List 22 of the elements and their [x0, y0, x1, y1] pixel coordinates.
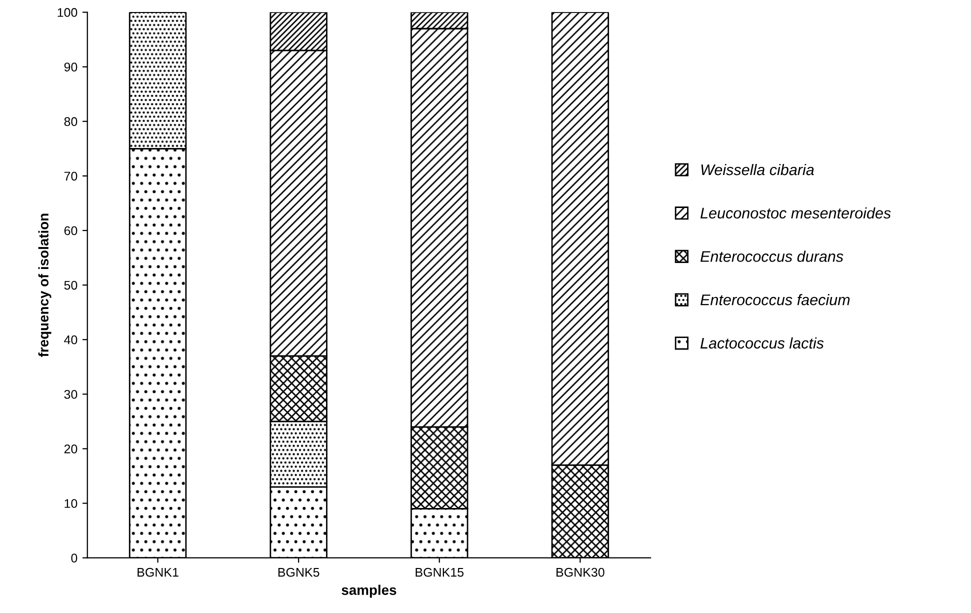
legend-label: Leuconostoc mesenteroides: [700, 207, 891, 219]
legend-label: Lactococcus lactis: [700, 337, 824, 349]
y-tick-label: 10: [64, 499, 78, 508]
y-tick-label: 60: [64, 226, 78, 236]
x-tick-label: BGNK1: [138, 568, 178, 577]
legend-label: Enterococcus durans: [700, 250, 844, 262]
y-axis-title: frequency of isolation: [38, 214, 52, 357]
x-axis-title: samples: [342, 584, 396, 598]
legend-label: Weissella cibaria: [701, 164, 814, 176]
y-tick-label: 20: [64, 444, 78, 454]
y-tick-label: 100: [58, 8, 78, 17]
x-tick-label: BGNK15: [416, 568, 464, 577]
y-tick-label: 30: [64, 390, 78, 399]
y-tick-label: 40: [64, 335, 78, 344]
y-tick-label: 50: [64, 280, 78, 290]
y-tick-label: 0: [71, 554, 78, 562]
x-tick-label: BGNK30: [556, 568, 604, 577]
legend-label: Enterococcus faecium: [700, 294, 850, 306]
y-tick-label: 80: [64, 117, 78, 126]
x-tick-label: BGNK5: [278, 568, 320, 577]
y-tick-label: 70: [64, 172, 78, 181]
y-tick-label: 90: [64, 62, 78, 72]
